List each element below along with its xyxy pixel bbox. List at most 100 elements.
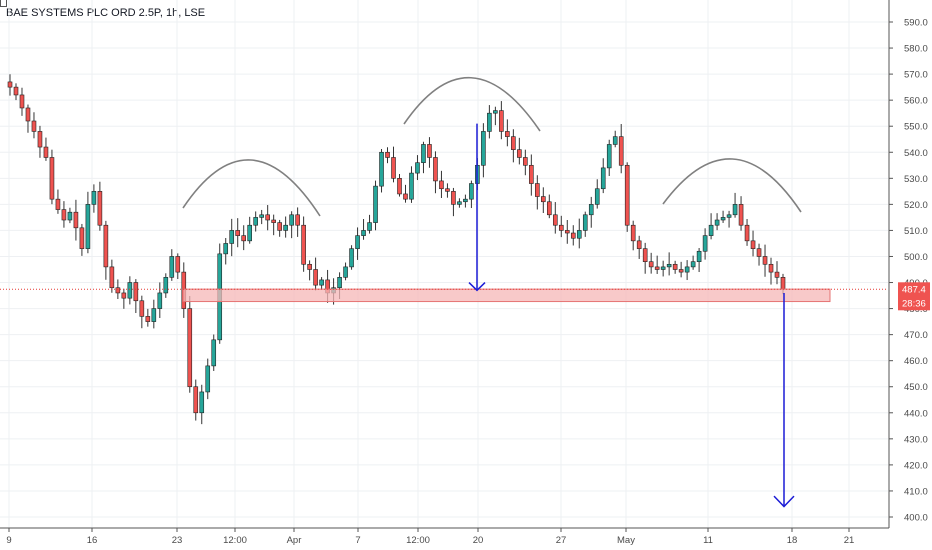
right-shoulder-arc [662,158,802,213]
time-tick-label: 27 [556,535,567,546]
candle-body [708,224,714,236]
candle-body [505,131,510,137]
candle-body [235,230,241,236]
candle-body [307,263,312,270]
candle-body [415,162,420,174]
candle-body [205,365,211,393]
candle-body [451,191,456,205]
candle-body [175,256,181,273]
candle-body [738,204,744,226]
candle-body [193,386,199,414]
candle-body [517,149,522,158]
candle-body [636,240,642,249]
candle-body [499,110,504,132]
candle-body [564,230,570,234]
candle-body [750,240,756,249]
time-tick-label: 20 [473,535,484,546]
candle-body [439,180,444,190]
candle-body [660,266,666,270]
price-tick-label: 530.0 [904,174,928,185]
candle-body [618,136,624,166]
candle-body [523,157,528,166]
grid-lines [0,0,888,528]
support-zone [182,288,831,303]
candle-body [289,214,294,226]
price-tick-label: 540.0 [904,148,928,159]
price-tick-label: 430.0 [904,434,928,445]
candle-body [547,201,552,216]
price-tick-label: 420.0 [904,460,928,471]
candle-body [433,157,438,182]
candle-body [774,271,780,278]
price-tick-label: 400.0 [904,513,928,524]
candle-body [511,136,516,150]
time-tick-label: 9 [6,535,11,546]
candle-body [726,214,732,218]
candle-body [163,277,169,294]
candle-body [283,224,288,231]
candle-body [103,224,109,268]
price-tick-label: 500.0 [904,252,928,263]
price-tick-label: 450.0 [904,382,928,393]
candle-body [535,183,540,197]
candle-body [355,235,360,249]
candle-body [91,191,97,205]
price-tick-label: 560.0 [904,96,928,107]
price-tick-label: 410.0 [904,486,928,497]
candle-body [79,227,85,249]
candle-body [600,167,606,190]
candle-body [337,277,342,289]
candle-body [241,235,246,242]
candle-body [361,230,366,236]
drawing-overlays [0,76,888,508]
candle-body [97,191,103,226]
candle-body [732,204,738,216]
candle-body [127,282,133,299]
target-arrowhead [773,495,795,508]
time-tick-label: 11 [703,535,713,546]
price-tick-label: 520.0 [904,200,928,211]
corner-mark [0,0,7,7]
candle-body [487,112,492,132]
candle-body [145,316,151,322]
price-tick-label: 580.0 [904,44,928,55]
candle-body [301,224,306,265]
candle-body [666,263,672,268]
price-tick-label: 570.0 [904,70,928,81]
candle-body [211,339,217,367]
candle-body [409,172,414,200]
candle-body [529,164,534,184]
candle-body [295,214,300,226]
candle-body [678,269,684,273]
candle-body [121,292,127,299]
candle-body [157,292,163,309]
candle-body [277,222,282,231]
candle-body [403,193,408,200]
candle-body [582,214,588,231]
head-height-arrowhead [468,281,486,292]
candle-body [43,146,49,158]
chart-title: BAE SYSTEMS PLC ORD 2.5P, 1h, LSE [6,7,206,19]
candle-body [606,144,612,169]
candle-body [648,261,654,268]
candle-body [379,151,384,187]
candle-body [493,110,498,114]
price-tick-label: 510.0 [904,226,928,237]
candle-body [199,391,205,414]
left-shoulder-arc [182,159,321,217]
candle-body [229,230,235,244]
price-tick-label: 460.0 [904,356,928,367]
candle-body [457,201,462,205]
candle-body [714,219,720,226]
current-price-badge [898,282,930,311]
candle-body [558,224,564,231]
candle-body [19,94,25,109]
candle-body [349,248,354,268]
candle-body [139,300,145,317]
candle-body [13,86,19,96]
candle-body [385,151,390,158]
candle-body [624,164,630,226]
candle-body [259,214,264,218]
